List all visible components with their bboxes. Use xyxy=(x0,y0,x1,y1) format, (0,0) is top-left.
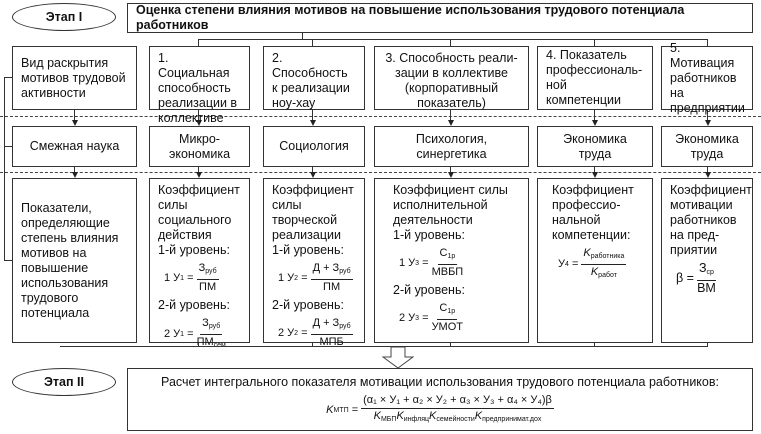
motive-2: 2. Способность к реализации ноу-хау xyxy=(263,46,365,110)
integral-formula: K МТП = (α₁ × У₁ + α₂ × У₂ + α₃ × У₃ + α₄… xyxy=(326,394,554,423)
indicator-2-name: Коэффициент силы творческой реализации xyxy=(272,183,354,242)
indicator-4: Коэффициент профессио­нальной компетенци… xyxy=(537,178,653,343)
indicator-1-name: Коэффициент силы социального действия xyxy=(158,183,240,242)
row2-label: Смежная наука xyxy=(12,126,137,167)
motive-5: 5. Мотивация работников на предприятии xyxy=(661,41,753,115)
motive-1: 1. Социальная способность реализации в к… xyxy=(149,46,250,125)
indicator-5-name: Коэффициент мотивации работников на пред… xyxy=(670,183,752,257)
indicator-2: Коэффициент силы творческой реализации 1… xyxy=(263,178,365,348)
motive-4: 4. Показатель профессиональ­ной компетен… xyxy=(537,46,653,110)
row3-label: Показатели, определяющие степень влияния… xyxy=(12,178,137,343)
integral-indicator-box: Расчет интегрального показателя мотиваци… xyxy=(127,368,753,431)
science-1: Микро-экономика xyxy=(149,126,250,167)
science-5: Экономика труда xyxy=(661,126,753,167)
indicator-5: Коэффициент мотивации работников на пред… xyxy=(661,178,753,343)
level-2-label: 2-й уровень: xyxy=(272,298,344,312)
stage-2-label: Этап II xyxy=(12,368,116,396)
level-1-label: 1-й уровень: xyxy=(272,243,344,257)
science-4: Экономика труда xyxy=(537,126,653,167)
level-2-label: 2-й уровень: xyxy=(158,298,230,312)
integral-indicator-text: Расчет интегрального показателя мотиваци… xyxy=(161,375,719,389)
indicator-4-name: Коэффициент профессио­нальной компетенци… xyxy=(552,183,634,242)
level-2-label: 2-й уровень: xyxy=(393,283,465,297)
formula-1-2: 2 У1 =ЗрубПМсем xyxy=(164,317,226,349)
formula-5: β = Зср ВМ xyxy=(676,261,716,295)
diagram-title: Оценка степени влияния мотивов на повыше… xyxy=(127,3,753,33)
level-1-label: 1-й уровень: xyxy=(393,228,465,242)
indicator-3: Коэффициент силы исполнительной деятельн… xyxy=(374,178,529,343)
indicator-1: Коэффициент силы социального действия 1-… xyxy=(149,178,250,349)
motive-3: 3. Способность реали­зации в коллективе … xyxy=(374,46,529,110)
stage-1-label: Этап I xyxy=(12,3,116,31)
row1-label: Вид раскрытия мотивов трудовой активност… xyxy=(12,46,137,110)
science-2: Социология xyxy=(263,126,365,167)
indicator-3-name: Коэффициент силы исполнительной деятельн… xyxy=(393,183,508,227)
down-arrow-icon xyxy=(382,347,414,369)
science-3: Психология, синергетика xyxy=(374,126,529,167)
level-1-label: 1-й уровень: xyxy=(158,243,230,257)
